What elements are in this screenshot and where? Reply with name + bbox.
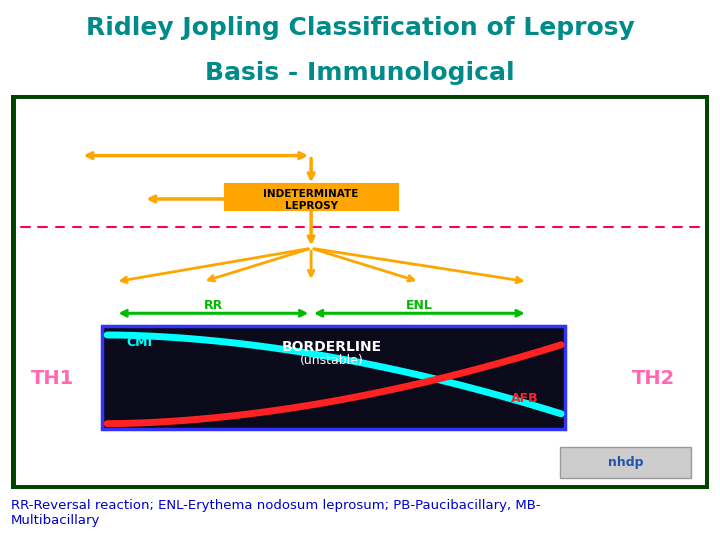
Text: LEPROSY: LEPROSY bbox=[284, 201, 338, 211]
Text: RR: RR bbox=[204, 299, 223, 312]
Text: AFB: AFB bbox=[510, 392, 538, 404]
Text: PB: PB bbox=[194, 436, 219, 454]
Text: BT: BT bbox=[191, 287, 215, 305]
Text: BL: BL bbox=[408, 287, 431, 305]
Text: nhdp: nhdp bbox=[608, 456, 643, 469]
Text: INDETERMINATE: INDETERMINATE bbox=[264, 189, 359, 199]
Text: Infection with: Infection with bbox=[112, 107, 258, 125]
Text: TH1: TH1 bbox=[31, 369, 74, 388]
Text: LL: LL bbox=[517, 287, 539, 305]
Text: ENL: ENL bbox=[406, 299, 433, 312]
FancyBboxPatch shape bbox=[102, 326, 565, 429]
Text: DISEASE: DISEASE bbox=[14, 152, 71, 165]
Text: RR-Reversal reaction; ENL-Erythema nodosum leprosum; PB-Paucibacillary, MB-
Mult: RR-Reversal reaction; ENL-Erythema nodos… bbox=[11, 499, 541, 526]
Text: TH2: TH2 bbox=[631, 369, 675, 388]
FancyBboxPatch shape bbox=[559, 447, 691, 478]
FancyBboxPatch shape bbox=[225, 184, 397, 211]
Text: Mycobacterium leprae: Mycobacterium leprae bbox=[258, 107, 485, 125]
Text: BORDERLINE: BORDERLINE bbox=[282, 340, 382, 354]
Text: MB: MB bbox=[436, 436, 465, 454]
Text: Ridley Jopling Classification of Leprosy: Ridley Jopling Classification of Leprosy bbox=[86, 16, 634, 39]
Text: NO: NO bbox=[32, 138, 53, 151]
Text: Basis - Immunological: Basis - Immunological bbox=[205, 62, 515, 85]
Text: BB: BB bbox=[299, 287, 324, 305]
Text: CMI: CMI bbox=[126, 336, 152, 349]
Text: Healing: Healing bbox=[160, 181, 211, 194]
Text: TT: TT bbox=[104, 287, 127, 305]
Text: (unstable): (unstable) bbox=[300, 354, 364, 367]
